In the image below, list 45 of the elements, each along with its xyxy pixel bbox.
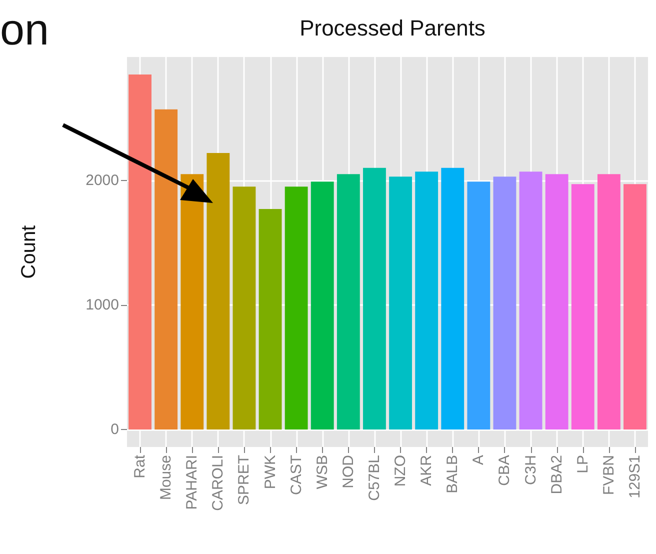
chart-title: Processed Parents: [300, 16, 486, 40]
x-tick-label: CBA: [496, 455, 514, 486]
bar: [284, 186, 308, 430]
bar: [545, 174, 568, 430]
x-tick-label: CAROLI: [210, 455, 227, 511]
x-tick-label: FVBN: [600, 455, 618, 496]
bar: [128, 74, 152, 430]
x-tick-label: C3H: [522, 455, 540, 486]
bar: [310, 182, 334, 430]
bar: [441, 168, 464, 430]
x-tick-label: A: [470, 455, 488, 466]
y-axis-title: Count: [18, 224, 40, 279]
bar: [363, 168, 386, 430]
x-tick-label: SPRET: [236, 455, 253, 506]
x-tick-label: Rat: [132, 454, 149, 478]
bar: [467, 182, 490, 430]
x-tick-label: CAST: [288, 455, 305, 496]
bar: [571, 184, 594, 430]
bar: [336, 174, 360, 430]
bar: [415, 172, 438, 430]
bar: [597, 174, 620, 430]
bar: [389, 176, 412, 430]
text: on: [0, 6, 49, 54]
bar: [206, 152, 230, 430]
x-tick-label: Mouse: [158, 455, 175, 500]
bar: [519, 172, 542, 430]
bar: [232, 186, 256, 430]
x-tick-label: NZO: [392, 455, 410, 487]
y-tick-label: 1000: [86, 296, 119, 314]
x-tick-label: C57BL: [366, 455, 383, 501]
x-tick-label: DBA2: [548, 455, 566, 494]
y-tick-label: 2000: [86, 172, 119, 189]
bar: [154, 109, 178, 430]
y-tick-label: 0: [110, 421, 119, 438]
x-tick-label: NOD: [340, 454, 357, 488]
x-tick-label: PWK: [262, 455, 279, 490]
x-tick-label: LP: [574, 455, 592, 474]
bar: [493, 176, 516, 430]
x-tick-label: WSB: [314, 455, 331, 490]
x-tick-label: PAHARI: [184, 455, 201, 510]
x-tick-label: 129S1: [626, 455, 644, 498]
x-tick-label: BALB: [444, 455, 462, 494]
bar: [258, 209, 282, 430]
bar: [624, 184, 646, 430]
x-tick-label: AKR: [418, 454, 436, 486]
